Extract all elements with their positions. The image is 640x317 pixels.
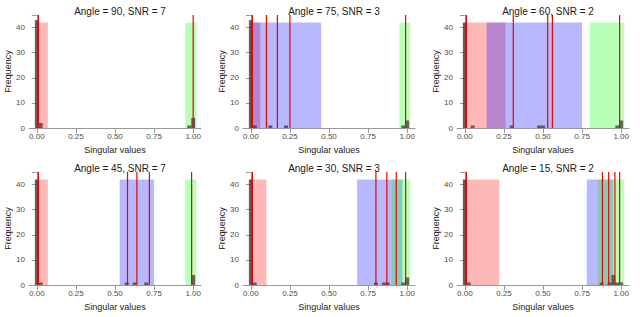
svg-text:0.00: 0.00 [29,289,45,298]
svg-text:30: 30 [230,48,239,57]
svg-text:40: 40 [444,23,453,32]
svg-text:0: 0 [235,281,240,290]
svg-text:30: 30 [230,205,239,214]
svg-text:0: 0 [449,281,454,290]
svg-text:0.25: 0.25 [496,289,512,298]
svg-text:10: 10 [230,255,239,264]
svg-text:10: 10 [444,255,453,264]
svg-text:Singular values: Singular values [512,302,574,312]
svg-text:0.00: 0.00 [457,289,473,298]
svg-text:Angle = 45, SNR = 7: Angle = 45, SNR = 7 [74,163,166,174]
svg-text:20: 20 [444,230,453,239]
svg-text:30: 30 [16,48,25,57]
svg-text:0.50: 0.50 [535,289,551,298]
svg-text:Frequency: Frequency [431,207,441,250]
svg-text:0.00: 0.00 [457,132,473,141]
svg-text:0.50: 0.50 [107,132,123,141]
svg-text:0.75: 0.75 [360,132,376,141]
svg-text:30: 30 [16,205,25,214]
svg-text:0.25: 0.25 [282,289,298,298]
svg-text:1.00: 1.00 [399,289,415,298]
svg-text:30: 30 [444,205,453,214]
svg-text:0.75: 0.75 [146,132,162,141]
svg-text:20: 20 [444,73,453,82]
svg-text:20: 20 [230,230,239,239]
svg-text:0.75: 0.75 [574,132,590,141]
svg-text:0.75: 0.75 [574,289,590,298]
svg-text:Frequency: Frequency [3,50,13,93]
svg-text:Frequency: Frequency [431,50,441,93]
svg-text:0.50: 0.50 [535,132,551,141]
svg-text:Singular values: Singular values [298,302,360,312]
svg-text:30: 30 [444,48,453,57]
svg-text:Frequency: Frequency [217,50,227,93]
svg-text:Frequency: Frequency [3,207,13,250]
svg-text:0.50: 0.50 [321,289,337,298]
svg-text:0: 0 [21,281,26,290]
svg-text:1.00: 1.00 [185,289,201,298]
svg-text:0.00: 0.00 [243,289,259,298]
svg-text:Angle = 75, SNR = 3: Angle = 75, SNR = 3 [288,6,380,17]
svg-text:10: 10 [16,98,25,107]
svg-text:Singular values: Singular values [84,145,146,155]
svg-text:0: 0 [235,124,240,133]
svg-text:0.25: 0.25 [68,289,84,298]
svg-text:1.00: 1.00 [399,132,415,141]
svg-text:Angle = 30, SNR = 3: Angle = 30, SNR = 3 [288,163,380,174]
svg-text:40: 40 [230,180,239,189]
svg-text:1.00: 1.00 [613,132,629,141]
svg-text:Singular values: Singular values [512,145,574,155]
svg-text:0.25: 0.25 [496,132,512,141]
svg-text:0.50: 0.50 [321,132,337,141]
svg-text:20: 20 [16,73,25,82]
svg-text:Singular values: Singular values [298,145,360,155]
svg-text:Angle = 15, SNR = 2: Angle = 15, SNR = 2 [502,163,594,174]
svg-text:1.00: 1.00 [613,289,629,298]
svg-text:Singular values: Singular values [84,302,146,312]
svg-text:0.50: 0.50 [107,289,123,298]
svg-text:1.00: 1.00 [185,132,201,141]
svg-text:Angle = 60, SNR = 2: Angle = 60, SNR = 2 [502,6,594,17]
svg-text:Frequency: Frequency [217,207,227,250]
svg-text:10: 10 [16,255,25,264]
svg-text:0.00: 0.00 [29,132,45,141]
svg-text:20: 20 [230,73,239,82]
svg-text:40: 40 [444,180,453,189]
svg-text:10: 10 [230,98,239,107]
svg-text:40: 40 [230,23,239,32]
svg-text:Angle = 90, SNR = 7: Angle = 90, SNR = 7 [74,6,166,17]
svg-text:40: 40 [16,180,25,189]
svg-text:0: 0 [21,124,26,133]
svg-text:10: 10 [444,98,453,107]
svg-text:0.75: 0.75 [360,289,376,298]
svg-text:0.25: 0.25 [282,132,298,141]
svg-text:40: 40 [16,23,25,32]
svg-text:0: 0 [449,124,454,133]
svg-text:0.00: 0.00 [243,132,259,141]
svg-text:0.25: 0.25 [68,132,84,141]
svg-text:0.75: 0.75 [146,289,162,298]
svg-text:20: 20 [16,230,25,239]
